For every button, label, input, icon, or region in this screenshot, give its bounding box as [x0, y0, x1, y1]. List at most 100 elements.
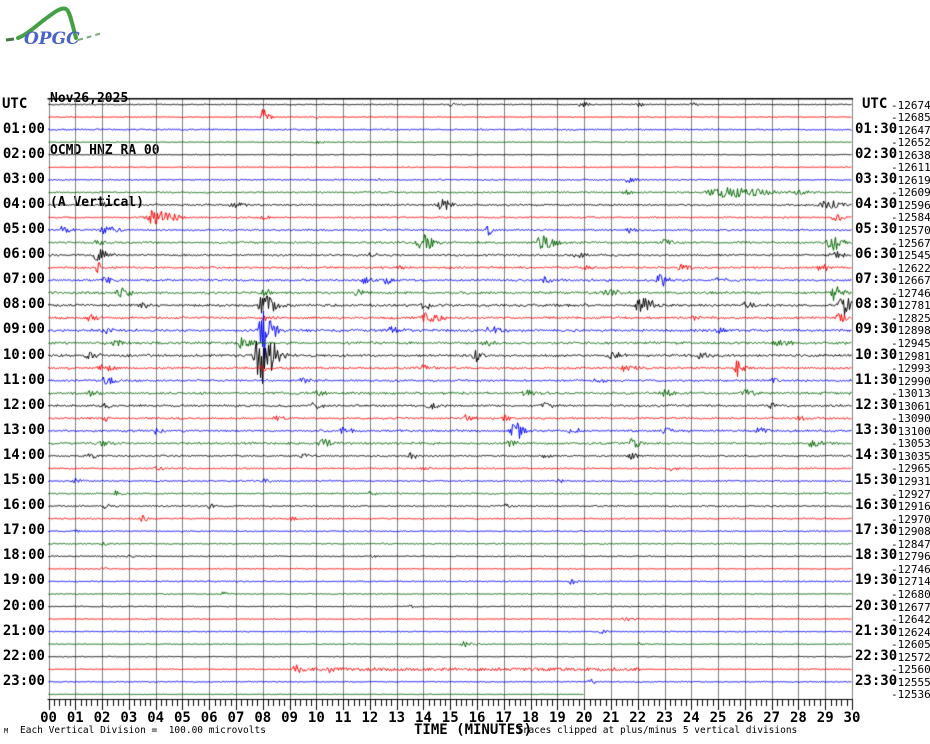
x-tick-label: 07 [227, 710, 245, 726]
right-time-label: 09:30 [855, 321, 898, 338]
trace-offset-value: -12685 [891, 111, 930, 125]
x-tick-label: 27 [763, 710, 781, 726]
right-time-label: 22:30 [855, 647, 898, 664]
trace-offset-value: -13035 [891, 449, 930, 463]
left-time-label: 08:00 [2, 296, 45, 313]
trace-offset-value: -12746 [891, 562, 930, 576]
left-time-label: 16:00 [2, 497, 45, 514]
trace-offset-value: -12898 [891, 324, 930, 338]
trace-offset-value: -12990 [891, 374, 930, 388]
trace-offset-value: -12674 [891, 98, 930, 112]
left-time-label: 13:00 [2, 421, 45, 438]
right-time-label: 19:30 [855, 572, 898, 589]
left-time-label: 23:00 [2, 672, 45, 689]
right-time-label: 02:30 [855, 145, 898, 162]
x-tick-label: 17 [495, 710, 513, 726]
right-time-label: 05:30 [855, 221, 898, 237]
x-tick-label: 14 [415, 710, 432, 726]
right-time-label: 15:30 [855, 472, 898, 488]
x-tick-label: 05 [173, 710, 191, 726]
trace-offset-value: -12825 [891, 311, 930, 325]
trace-offset-value: -12624 [891, 625, 930, 639]
x-tick-label: 23 [656, 710, 673, 726]
x-tick-label: 20 [575, 710, 593, 726]
trace-offset-value: -12560 [891, 663, 930, 677]
trace-offset-value: -12680 [891, 587, 930, 601]
right-time-label: 12:30 [855, 396, 898, 413]
trace-offset-value: -12647 [891, 123, 930, 137]
trace-offset-value: -12596 [891, 198, 930, 212]
left-time-label: 09:00 [2, 321, 45, 338]
x-tick-label: 06 [200, 710, 218, 726]
x-tick-label: 24 [682, 710, 700, 726]
trace-offset-value: -12638 [891, 148, 930, 162]
x-tick-label: 19 [548, 710, 566, 726]
right-time-label: 03:30 [855, 170, 898, 187]
right-time-label: 10:30 [855, 346, 898, 363]
trace-offset-value: -12584 [891, 211, 930, 225]
trace-offset-value: -12945 [891, 336, 930, 350]
right-time-label: 13:30 [855, 421, 898, 438]
left-time-label: 12:00 [2, 396, 45, 413]
left-time-label: 20:00 [2, 597, 45, 614]
trace-offset-value: -12605 [891, 638, 930, 652]
x-tick-label: 00 [40, 710, 57, 726]
x-tick-label: 30 [843, 710, 861, 726]
right-time-label: 16:30 [855, 497, 898, 514]
trace-offset-value: -12536 [891, 688, 930, 702]
right-time-label: 01:30 [855, 120, 898, 137]
right-time-label: 21:30 [855, 622, 898, 639]
trace-offset-value: -12555 [891, 675, 930, 689]
left-time-label: 07:00 [2, 271, 45, 288]
left-time-label: 19:00 [2, 572, 45, 589]
right-time-label: 20:30 [855, 597, 898, 614]
trace-offset-value: -12931 [891, 475, 930, 488]
x-axis-title: TIME (MINUTES) [414, 722, 533, 738]
trace-offset-value: -12714 [891, 575, 930, 589]
left-time-label: 22:00 [2, 647, 45, 664]
trace-offset-value: -12847 [891, 537, 930, 551]
x-tick-label: 15 [441, 710, 459, 726]
x-tick-label: 10 [307, 710, 325, 726]
left-time-label: 18:00 [2, 547, 45, 564]
x-tick-label: 11 [334, 710, 352, 726]
right-time-label: 08:30 [855, 296, 898, 313]
trace-offset-value: -12916 [891, 500, 930, 514]
trace-offset-value: -12622 [891, 261, 930, 275]
x-tick-label: 16 [468, 710, 486, 726]
trace-offset-value: -12746 [891, 286, 930, 300]
trace-offset-value: -13013 [891, 387, 930, 401]
trace-offset-value: -12981 [891, 349, 930, 363]
left-time-label: 04:00 [2, 195, 45, 212]
x-tick-label: 09 [281, 710, 298, 726]
x-tick-label: 25 [709, 710, 727, 726]
x-tick-label: 22 [629, 710, 647, 726]
right-time-label: 14:30 [855, 446, 898, 463]
x-tick-label: 02 [93, 710, 111, 726]
x-tick-label: 29 [816, 710, 834, 726]
trace-offset-value: -12970 [891, 512, 930, 526]
x-tick-label: 01 [66, 710, 84, 726]
trace-offset-value: -12965 [891, 462, 930, 476]
x-tick-label: 13 [388, 710, 406, 726]
right-time-label: 07:30 [855, 271, 898, 288]
trace-offset-value: -12570 [891, 224, 930, 237]
left-time-label: 21:00 [2, 622, 45, 639]
left-time-label: 10:00 [2, 346, 45, 363]
right-time-label: 06:30 [855, 246, 898, 263]
trace-offset-value: -12652 [891, 136, 930, 150]
x-tick-label: 08 [254, 710, 272, 726]
trace-offset-value: -12677 [891, 600, 930, 614]
right-time-label: 04:30 [855, 195, 898, 212]
left-time-label: 17:00 [2, 522, 45, 539]
trace-offset-value: -12611 [891, 161, 930, 175]
trace-offset-value: -12567 [891, 236, 930, 250]
right-time-label: 11:30 [855, 371, 898, 388]
right-time-label: 23:30 [855, 672, 898, 689]
trace-offset-value: -12993 [891, 362, 930, 376]
left-time-label: 11:00 [2, 371, 45, 388]
trace-offset-value: -12572 [891, 650, 930, 664]
right-time-label: 17:30 [855, 522, 898, 539]
x-tick-label: 12 [361, 710, 379, 726]
